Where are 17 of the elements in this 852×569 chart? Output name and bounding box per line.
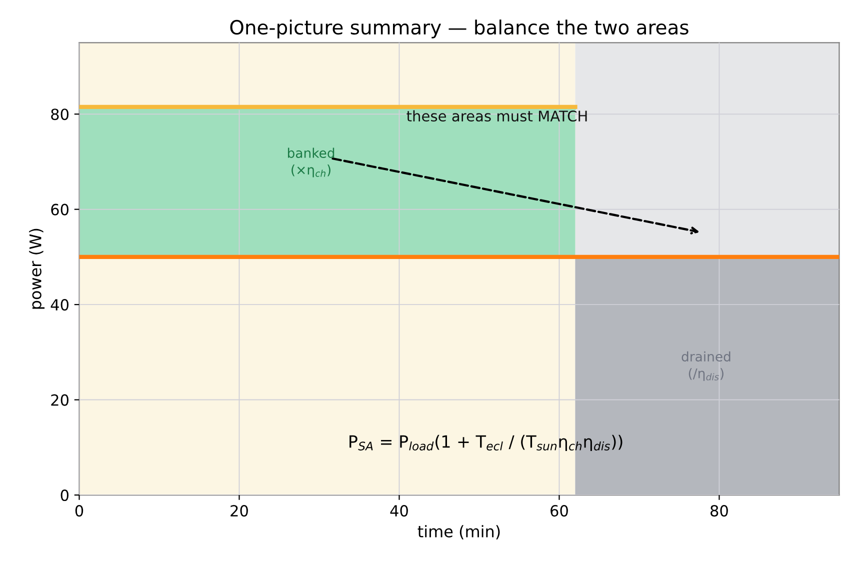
y-axis-title: power (W) — [29, 228, 45, 309]
x-tick-label: 20 — [230, 505, 248, 517]
x-axis-title: time (min) — [418, 525, 500, 540]
y-tick-label: 80 — [51, 108, 68, 120]
x-tick-label: 40 — [390, 505, 408, 517]
y-tick-label: 60 — [51, 204, 68, 216]
y-tick-label: 20 — [51, 394, 68, 406]
chart-title: One-picture summary — balance the two areas — [230, 20, 688, 38]
x-tick-label: 0 — [75, 505, 84, 517]
annotation: banked (×η$_{ch}$) — [288, 148, 334, 178]
y-tick-label: 40 — [50, 299, 68, 311]
x-tick-label: 80 — [710, 505, 728, 517]
annotation: drained (/η$_{dis}$) — [682, 351, 730, 381]
annotation: these areas must MATCH — [406, 110, 587, 122]
text: P$_{SA}$ = P$_{load}$(1 + T$_{ecl}$ / (T$_{sun}$η$_{ch}$η$_{dis}$)) — [350, 434, 622, 452]
x-tick-label: 60 — [550, 505, 568, 517]
y-tick-label: 0 — [60, 489, 68, 502]
